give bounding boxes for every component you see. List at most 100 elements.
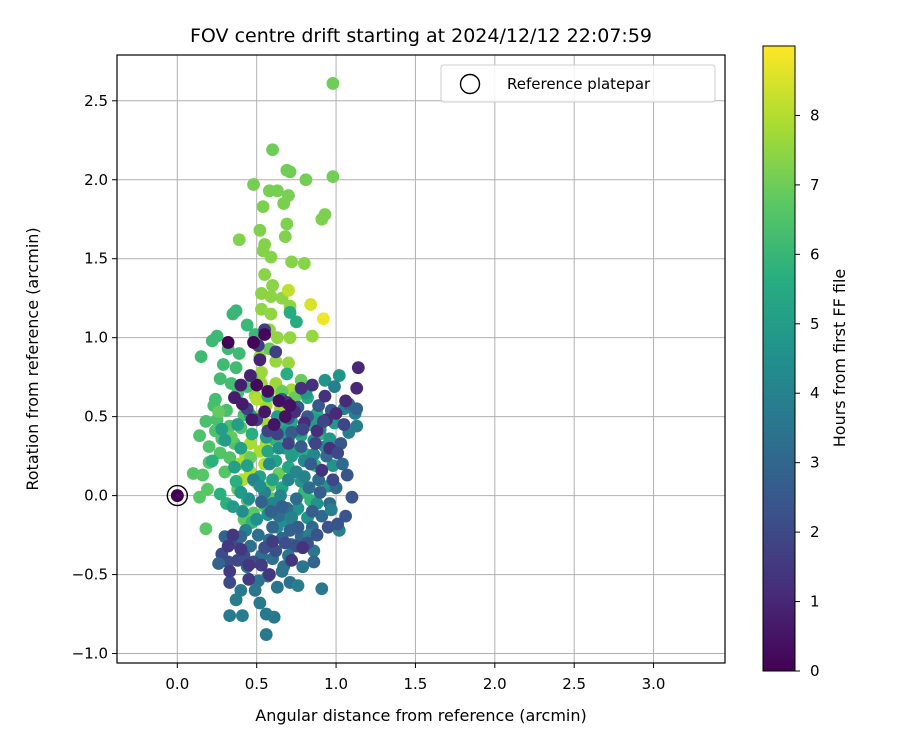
colorbar-ticks: 0 1 2 3 4 5 6 7 8 <box>795 106 820 680</box>
colorbar-tick-label: 1 <box>810 593 820 611</box>
scatter-point <box>264 504 278 518</box>
scatter-point <box>316 414 330 428</box>
scatter-point <box>253 479 267 493</box>
scatter-point <box>304 457 318 471</box>
scatter-point <box>307 555 321 569</box>
scatter-point <box>331 446 345 460</box>
scatter-point <box>262 568 276 581</box>
y-tick-label: 0.0 <box>84 487 108 505</box>
scatter-point <box>229 474 243 488</box>
scatter-point <box>332 369 346 382</box>
y-tick-label: 1.5 <box>84 250 108 268</box>
scatter-point <box>324 503 338 517</box>
scatter-point <box>283 306 297 319</box>
scatter-point <box>253 596 267 610</box>
scatter-point <box>256 200 270 214</box>
scatter-point <box>242 558 256 572</box>
scatter-point <box>255 495 268 509</box>
colorbar-tick-label: 3 <box>810 454 820 472</box>
scatter-point <box>247 336 260 349</box>
scatter-point <box>245 427 259 441</box>
scatter-point <box>296 422 310 436</box>
scatter-point <box>266 279 279 292</box>
scatter-point <box>213 446 227 460</box>
scatter-point <box>250 512 264 526</box>
scatter-point <box>280 217 294 231</box>
scatter-point <box>285 426 299 439</box>
scatter-point <box>226 528 240 542</box>
scatter-point <box>282 437 295 450</box>
scatter-point <box>296 541 310 555</box>
legend: Reference platepar <box>440 64 716 103</box>
scatter-point <box>294 381 308 395</box>
scatter-point <box>316 312 330 326</box>
scatter-point <box>251 528 265 542</box>
scatter-point <box>266 535 279 548</box>
scatter-point <box>218 433 232 447</box>
scatter-point <box>253 353 267 367</box>
scatter-point <box>315 212 329 226</box>
scatter-point <box>296 560 310 574</box>
scatter-point <box>223 565 237 578</box>
scatter-point <box>229 361 243 375</box>
x-axis-label: Angular distance from reference (arcmin) <box>255 706 586 725</box>
colorbar-gradient <box>762 45 796 672</box>
scatter-point <box>323 432 337 446</box>
scatter-point <box>315 463 329 477</box>
scatter-point <box>272 394 286 408</box>
scatter-point <box>345 490 359 504</box>
scatter-point <box>243 369 257 382</box>
x-tick-label: 1.0 <box>324 675 348 693</box>
scatter-point <box>255 366 268 379</box>
colorbar-tick-label: 2 <box>810 523 820 541</box>
scatter-point <box>258 268 272 281</box>
scatter-point <box>266 473 279 487</box>
scatter-point <box>215 422 229 436</box>
scatter-point <box>232 347 246 360</box>
scatter-point <box>277 197 291 210</box>
scatter-point <box>202 440 216 454</box>
scatter-point <box>193 490 206 504</box>
scatter-point <box>299 173 313 187</box>
scatter-point <box>226 500 240 514</box>
scatter-point <box>297 470 311 484</box>
scatter-point <box>312 399 326 412</box>
chart-title: FOV centre drift starting at 2024/12/12 … <box>190 25 652 47</box>
scatter-point <box>278 230 292 244</box>
scatter-point <box>234 441 248 455</box>
scatter-point <box>318 389 332 403</box>
scatter-point <box>291 501 305 515</box>
scatter-point <box>305 504 319 518</box>
scatter-point <box>248 583 262 597</box>
scatter-point <box>340 468 354 482</box>
colorbar-tick-label: 7 <box>810 176 820 194</box>
scatter-point <box>331 517 345 531</box>
x-tick-label: 2.5 <box>562 675 586 693</box>
scatter-point <box>205 334 219 348</box>
scatter-point <box>221 555 235 569</box>
scatter-point <box>255 302 268 316</box>
scatter-point <box>258 328 272 341</box>
scatter-point <box>269 345 283 359</box>
scatter-point <box>318 373 332 387</box>
scatter-point <box>305 329 319 343</box>
scatter-point <box>272 441 286 455</box>
scatter-point <box>310 424 324 438</box>
scatter-point <box>329 407 343 420</box>
scatter-point <box>218 465 232 479</box>
scatter-point <box>275 500 289 514</box>
x-axis-ticks: 0.0 0.5 1.0 1.5 2.0 2.5 3.0 <box>165 663 665 693</box>
plot-frame <box>116 54 726 664</box>
reference-point <box>170 489 184 503</box>
scatter-point <box>326 473 340 487</box>
scatter-point <box>278 536 292 550</box>
scatter-point <box>196 468 210 482</box>
scatter-point <box>199 522 213 536</box>
colorbar-tick-label: 0 <box>810 662 820 680</box>
scatter-points <box>170 77 365 641</box>
scatter-point <box>291 579 305 593</box>
scatter-point <box>258 405 272 419</box>
legend-label: Reference platepar <box>507 75 651 93</box>
scatter-point <box>261 384 275 398</box>
scatter-point <box>270 184 284 198</box>
